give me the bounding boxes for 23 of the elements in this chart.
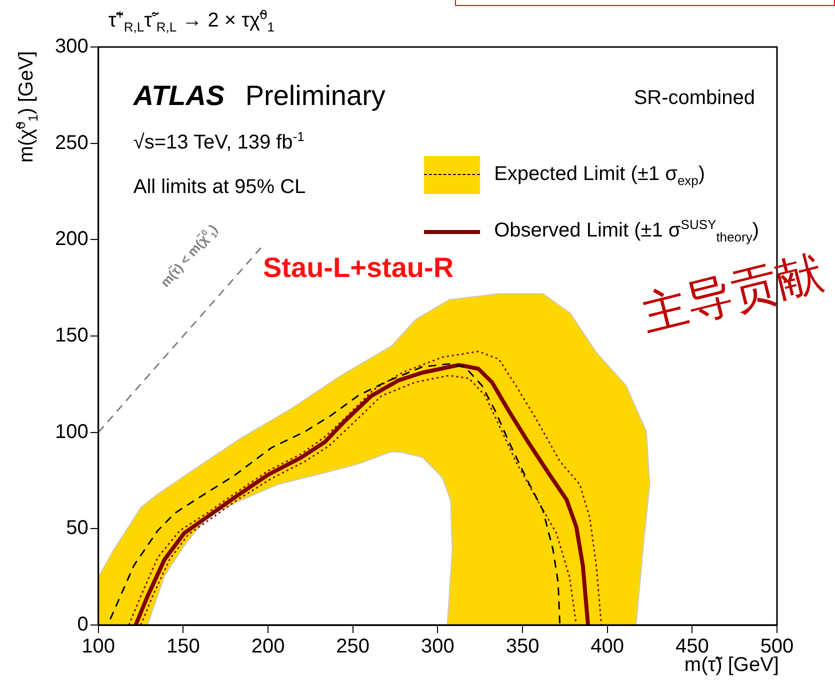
y-tick-label: 100 <box>54 420 88 443</box>
x-tick-label: 400 <box>590 636 624 658</box>
annotation: √s=13 TeV, 139 fb$^{-1}$ <box>133 129 304 154</box>
annotation: ATLAS <box>133 80 225 111</box>
annotation: Stau-L+stau-R <box>263 252 454 283</box>
x-tick-label: 250 <box>336 636 370 658</box>
y-tick-label: 50 <box>66 517 88 540</box>
x-tick-label: 150 <box>166 636 200 658</box>
x-tick-label: 100 <box>82 636 116 658</box>
legend-label: Observed Limit (±1 σ$^{SUSY}$$_{theory}$) <box>494 217 759 245</box>
annotation: SR-combined <box>634 87 755 109</box>
x-tick-label: 200 <box>251 636 285 658</box>
legend-label: Expected Limit (±1 σ$_{exp}$) <box>494 162 706 188</box>
y-tick-label: 150 <box>54 324 88 347</box>
y-tick-label: 0 <box>77 614 88 636</box>
annotation: All limits at 95% CL <box>133 176 306 198</box>
y-tick-label: 300 <box>54 36 88 58</box>
annotation: 主导贡献 <box>636 244 828 342</box>
x-tick-label: 300 <box>420 636 454 658</box>
y-tick-label: 200 <box>54 228 88 250</box>
y-tick-label: 250 <box>54 132 88 154</box>
annotation: Preliminary <box>245 80 386 111</box>
x-tick-label: 350 <box>506 636 540 658</box>
